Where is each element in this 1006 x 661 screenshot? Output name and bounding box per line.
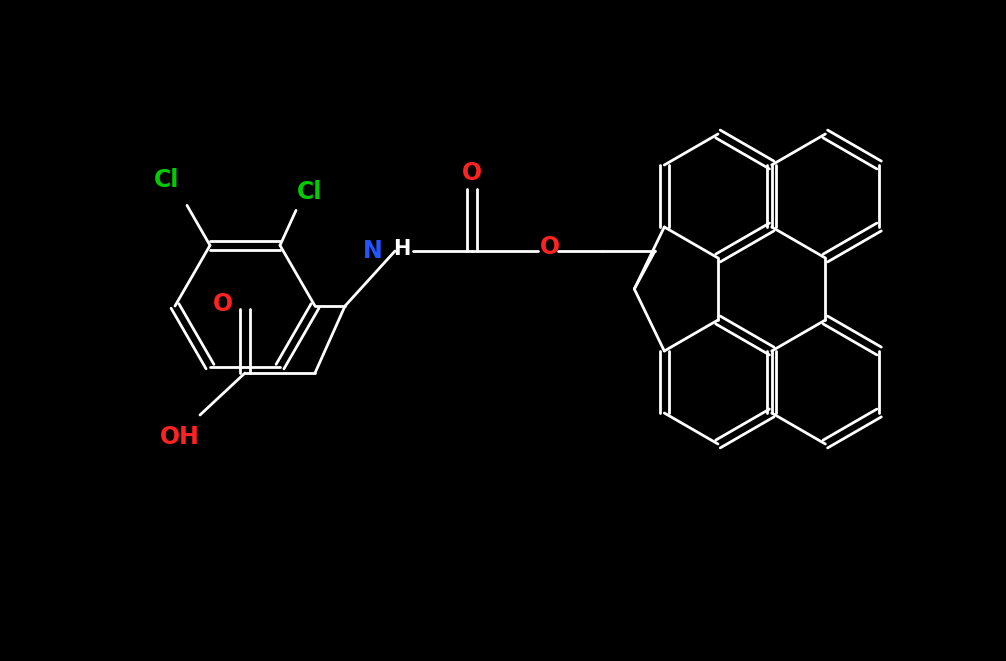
Text: O: O [213, 292, 233, 316]
Text: Cl: Cl [298, 180, 323, 204]
Text: H: H [393, 239, 410, 259]
Text: OH: OH [160, 425, 200, 449]
Text: N: N [363, 239, 383, 263]
Text: O: O [540, 235, 560, 259]
Text: Cl: Cl [154, 169, 180, 192]
Text: O: O [462, 161, 482, 185]
